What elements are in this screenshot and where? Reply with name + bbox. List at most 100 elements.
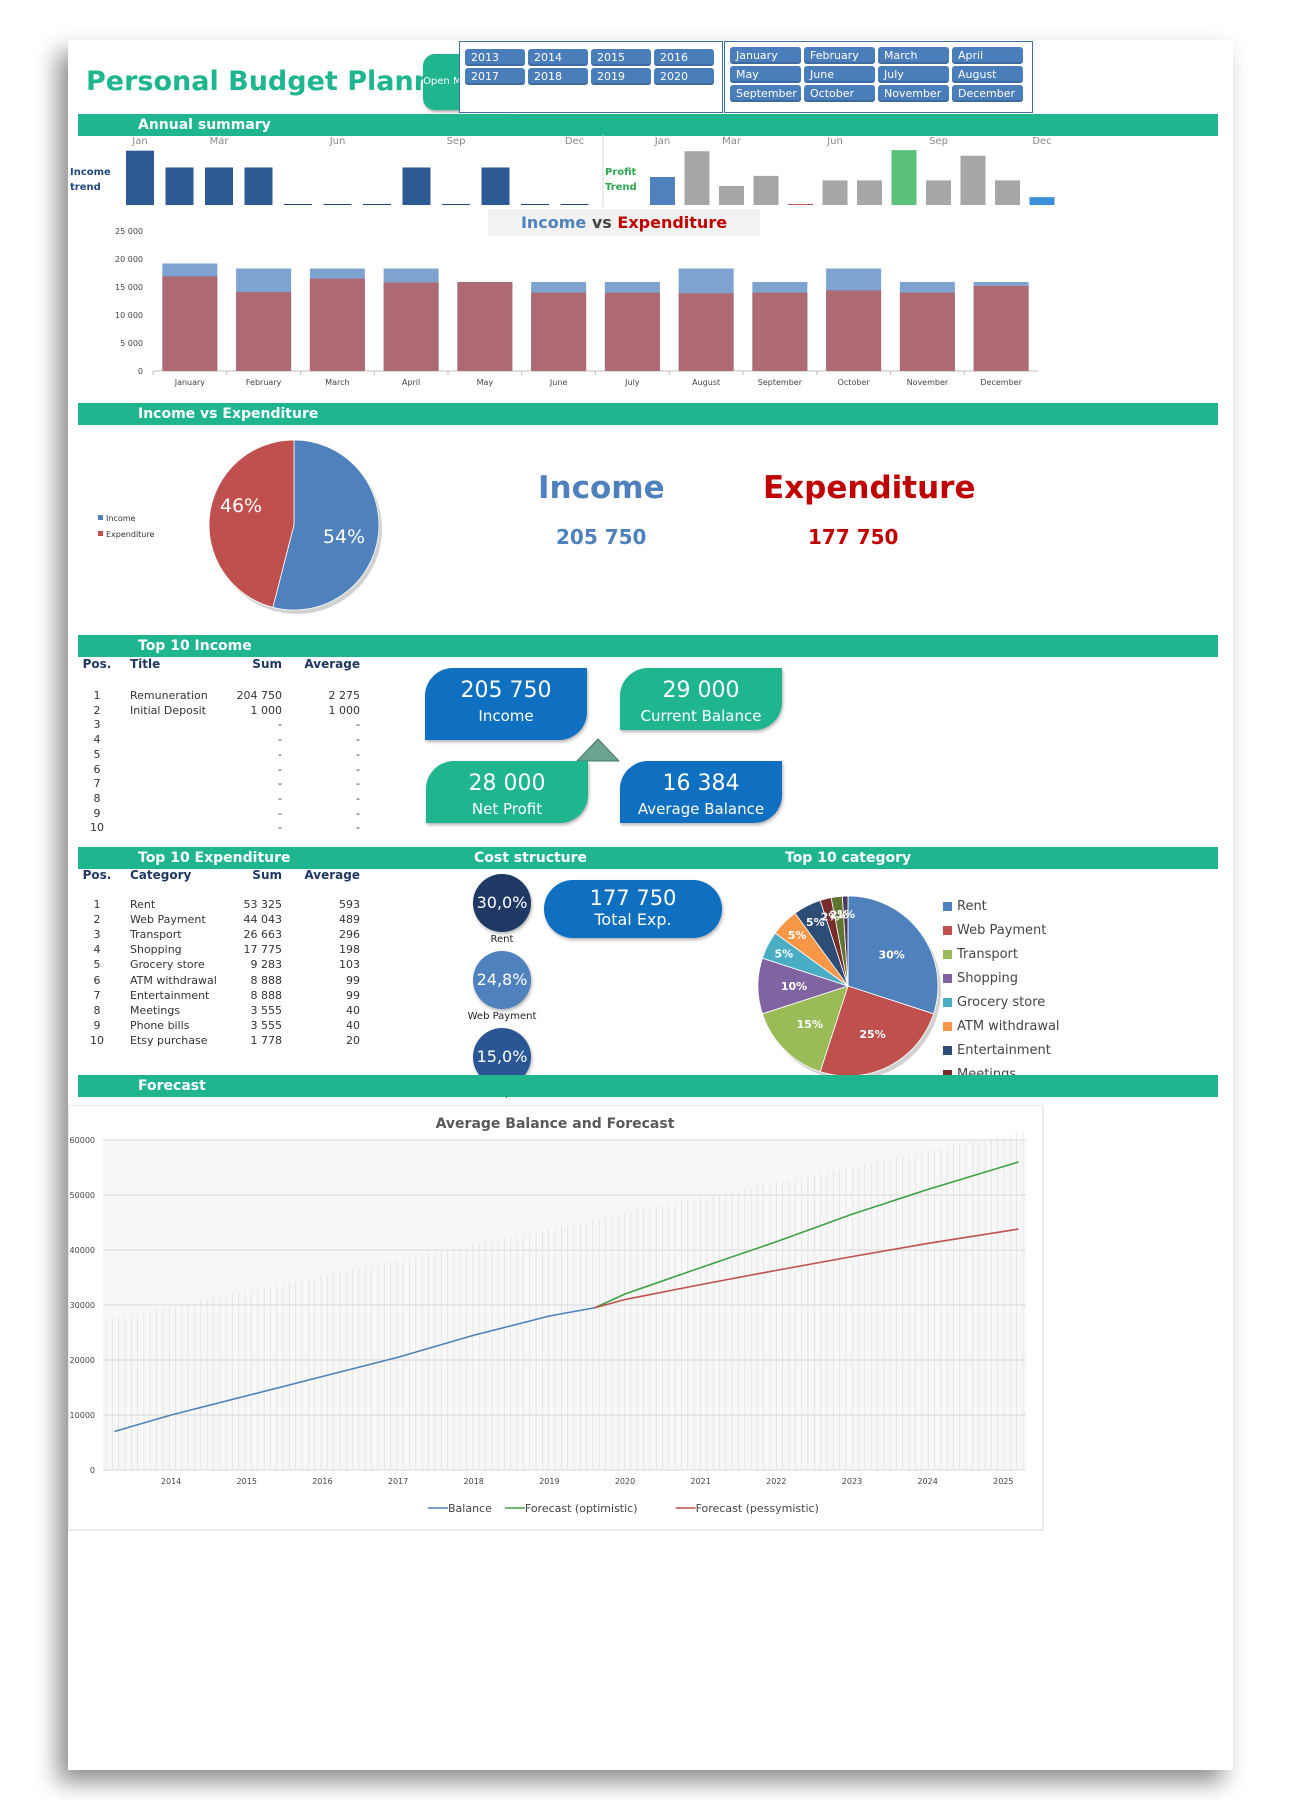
year-chip-2016[interactable]: 2016 bbox=[654, 49, 714, 66]
table-cell: 1 bbox=[93, 898, 101, 911]
profit-trend-label-2: Trend bbox=[605, 182, 637, 193]
income-expenditure-slice bbox=[272, 439, 380, 611]
income-spark-bar bbox=[323, 204, 352, 205]
income-spark-bar bbox=[205, 167, 233, 205]
bar-x-tick: May bbox=[477, 378, 494, 387]
expenditure-total: 177 750 bbox=[808, 525, 899, 549]
category-pie: 30%25%15%10%5%5%5%2%2%1% bbox=[757, 895, 941, 1080]
income-vs-expenditure-bar-chart: Income vs Expenditure 25 000 20 000 15 000 1… bbox=[115, 209, 1038, 387]
month-chip-july[interactable]: July bbox=[878, 66, 949, 83]
category-legend-item: Web Payment bbox=[943, 918, 1073, 942]
total-expenditure-pill: 177 750 Total Exp. bbox=[544, 880, 722, 938]
table-cell: - bbox=[356, 791, 360, 805]
table-cell: 20 bbox=[346, 1033, 360, 1047]
expenditure-bar bbox=[604, 292, 660, 371]
bar-x-tick: July bbox=[624, 378, 640, 387]
profit-spark-bar bbox=[788, 204, 813, 205]
kpi-profit-card: 28 000 Net Profit bbox=[426, 761, 588, 823]
year-chip-2014[interactable]: 2014 bbox=[528, 49, 588, 66]
table-cell: 3 555 bbox=[250, 1018, 283, 1032]
income-spark-bar bbox=[402, 167, 431, 205]
income-trend-label: Income bbox=[70, 167, 111, 178]
month-chip-september[interactable]: September bbox=[730, 85, 801, 102]
table-cell: 9 bbox=[93, 806, 101, 820]
category-data-label: 5% bbox=[775, 947, 794, 960]
bar-y-tick: 5 000 bbox=[120, 339, 143, 348]
top10-income-band: Top 10 Income bbox=[78, 635, 1218, 657]
month-chip-october[interactable]: October bbox=[804, 85, 875, 102]
forecast-x-tick: 2022 bbox=[766, 1477, 786, 1486]
month-chip-may[interactable]: May bbox=[730, 66, 801, 83]
legend-swatch bbox=[943, 1021, 952, 1031]
kpi-profit-value: 28 000 bbox=[468, 771, 546, 796]
year-chip-2018[interactable]: 2018 bbox=[528, 68, 588, 85]
profit-spark-tick: Jan bbox=[654, 136, 670, 147]
legend-label: Entertainment bbox=[957, 1042, 1051, 1058]
table-cell: Meetings bbox=[130, 1003, 181, 1017]
bar-x-tick: December bbox=[980, 378, 1022, 387]
table-cell: - bbox=[278, 762, 282, 776]
table-header: Title bbox=[130, 657, 161, 671]
table-cell: 5 bbox=[93, 747, 101, 761]
table-cell: 5 bbox=[93, 958, 101, 972]
cost-rent-circle: 30,0% bbox=[473, 874, 531, 932]
forecast-x-tick: 2016 bbox=[312, 1477, 332, 1486]
year-chip-2015[interactable]: 2015 bbox=[591, 49, 651, 66]
month-chip-february[interactable]: February bbox=[804, 47, 875, 64]
profit-spark-bar bbox=[926, 180, 951, 205]
table-cell: 53 325 bbox=[243, 898, 283, 911]
income-spark-bar bbox=[126, 150, 154, 205]
forecast-band: Forecast bbox=[78, 1075, 1218, 1097]
profit-spark-bar bbox=[891, 150, 917, 205]
legend-swatch bbox=[943, 973, 952, 983]
top10-expenditure-band: Top 10 Expenditure Cost structure Top 10… bbox=[78, 847, 1218, 869]
income-heading: Income bbox=[538, 470, 665, 506]
expenditure-bar bbox=[162, 276, 218, 371]
top10-category-title: Top 10 category bbox=[785, 850, 912, 866]
year-chip-2017[interactable]: 2017 bbox=[465, 68, 525, 85]
year-chip-2020[interactable]: 2020 bbox=[654, 68, 714, 85]
legend-label: ATM withdrawal bbox=[957, 1018, 1060, 1034]
expenditure-bar bbox=[383, 282, 439, 371]
month-chip-december[interactable]: December bbox=[952, 85, 1023, 102]
month-chip-march[interactable]: March bbox=[878, 47, 949, 64]
legend-swatch bbox=[943, 1045, 952, 1055]
forecast-y-tick: 10000 bbox=[70, 1411, 95, 1420]
month-chip-november[interactable]: November bbox=[878, 85, 949, 102]
expenditure-bar bbox=[752, 292, 808, 371]
table-cell: 9 283 bbox=[250, 958, 283, 972]
income-spark-tick: Jun bbox=[329, 136, 346, 147]
year-chip-2019[interactable]: 2019 bbox=[591, 68, 651, 85]
month-chip-april[interactable]: April bbox=[952, 47, 1023, 64]
legend-label: Shopping bbox=[957, 970, 1019, 986]
table-cell: Etsy purchase bbox=[130, 1033, 208, 1047]
category-data-label: 15% bbox=[797, 1018, 823, 1031]
cost-structure-title: Cost structure bbox=[474, 850, 588, 866]
table-cell: Phone bills bbox=[130, 1018, 190, 1032]
table-cell: 10 bbox=[90, 1033, 104, 1047]
bar-y-tick: 25 000 bbox=[115, 227, 143, 236]
profit-spark-bar bbox=[650, 177, 675, 205]
expenditure-bar bbox=[678, 293, 734, 371]
income-spark-tick: Dec bbox=[565, 136, 584, 147]
table-cell: 8 bbox=[93, 791, 101, 805]
app-title: Personal Budget Planner bbox=[86, 66, 465, 97]
table-cell: 6 bbox=[93, 762, 101, 776]
month-chip-june[interactable]: June bbox=[804, 66, 875, 83]
year-chip-2013[interactable]: 2013 bbox=[465, 49, 525, 66]
bar-x-tick: November bbox=[907, 378, 949, 387]
month-chip-august[interactable]: August bbox=[952, 66, 1023, 83]
bar-x-tick: June bbox=[549, 378, 568, 387]
table-cell: Rent bbox=[130, 898, 156, 911]
category-data-label: 5% bbox=[788, 929, 807, 942]
category-data-label: 10% bbox=[781, 980, 807, 993]
category-legend-item: Transport bbox=[943, 942, 1073, 966]
table-cell: - bbox=[356, 821, 360, 835]
table-cell: 204 750 bbox=[236, 689, 283, 702]
month-chip-january[interactable]: January bbox=[730, 47, 801, 64]
forecast-x-tick: 2017 bbox=[388, 1477, 408, 1486]
month-slicer: January February March April May June July Augu… bbox=[724, 41, 1033, 113]
category-data-label: 25% bbox=[859, 1028, 885, 1041]
kpi-income-value: 205 750 bbox=[460, 678, 552, 703]
profit-spark-tick: Sep bbox=[929, 136, 948, 147]
